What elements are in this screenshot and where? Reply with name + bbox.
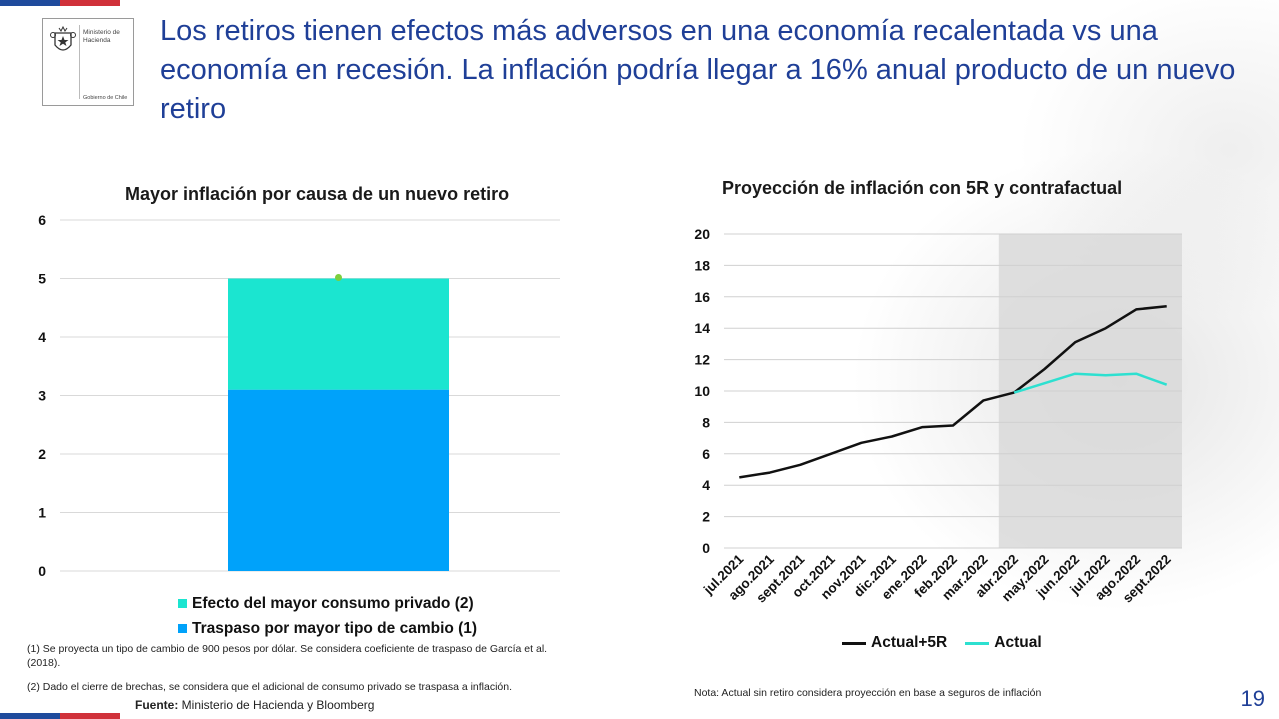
legend-swatch-exchange (178, 624, 187, 633)
legend-swatch-private (178, 599, 187, 608)
left-chart-legend: Efecto del mayor consumo privado (2) Tra… (178, 591, 477, 641)
y-tick-label: 18 (694, 257, 710, 273)
logo-ministry-text: Ministerio de Hacienda (83, 29, 120, 44)
coat-of-arms-icon (50, 25, 76, 51)
y-tick-label: 2 (38, 446, 46, 462)
legend-line-actual (965, 641, 990, 645)
y-tick-label: 0 (38, 563, 46, 579)
y-tick-label: 20 (694, 226, 710, 242)
y-tick-label: 0 (702, 540, 710, 556)
y-tick-label: 4 (702, 477, 710, 493)
y-tick-label: 16 (694, 289, 710, 305)
legend-label-exchange: Traspaso por mayor tipo de cambio (1) (192, 619, 478, 637)
bar-segment (228, 389, 449, 571)
left-chart-title: Mayor inflación por causa de un nuevo re… (125, 184, 510, 204)
y-tick-label: 10 (694, 383, 710, 399)
y-tick-label: 6 (38, 212, 46, 228)
series-line (1013, 372, 1168, 394)
right-chart-legend: Actual+5R Actual (842, 634, 1060, 652)
flag-bar-bottom (0, 713, 120, 719)
y-tick-label: 1 (38, 505, 46, 521)
total-marker (335, 274, 342, 281)
y-tick-label: 2 (702, 509, 710, 525)
y-tick-label: 8 (702, 414, 710, 430)
bar-segment (228, 278, 449, 390)
page-number: 19 (1240, 686, 1265, 711)
y-tick-label: 4 (38, 329, 46, 345)
ministry-logo: Ministerio de Hacienda Gobierno de Chile (42, 18, 134, 106)
y-tick-label: 14 (694, 320, 710, 336)
right-chart-title: Proyección de inflación con 5R y contraf… (722, 178, 1123, 198)
legend-item-actual: Actual (965, 634, 1042, 652)
y-tick-label: 12 (694, 352, 710, 368)
logo-gov-text: Gobierno de Chile (83, 95, 128, 101)
legend-label-private: Efecto del mayor consumo privado (2) (192, 594, 474, 612)
y-tick-label: 3 (38, 388, 46, 404)
legend-item-exchange-rate: Traspaso por mayor tipo de cambio (1) (178, 616, 477, 641)
y-tick-label: 6 (702, 446, 710, 462)
page-title: Los retiros tienen efectos más adversos … (160, 15, 1236, 125)
legend-item-actual-5r: Actual+5R (842, 634, 947, 652)
footnote-1: (1) Se proyecta un tipo de cambio de 900… (27, 643, 548, 669)
legend-label-actual-5r: Actual+5R (871, 634, 948, 651)
right-line-chart: 02468101214161820jul.2021ago.2021sept.20… (694, 226, 1182, 606)
series-line (739, 304, 1167, 479)
source-label: Fuente: (135, 698, 179, 712)
source-line: Fuente: Ministerio de Hacienda y Bloombe… (135, 698, 374, 712)
footnote-2: (2) Dado el cierre de brechas, se consid… (27, 681, 513, 693)
left-bar-chart: 0 1 2 3 4 5 6 (38, 212, 560, 579)
right-chart-note: Nota: Actual sin retiro considera proyec… (694, 687, 1042, 699)
legend-line-actual-5r (842, 641, 866, 645)
legend-label-actual: Actual (994, 634, 1042, 651)
y-tick-label: 5 (38, 271, 46, 287)
flag-bar-top (0, 0, 120, 6)
legend-item-private-consumption: Efecto del mayor consumo privado (2) (178, 591, 477, 616)
source-text: Ministerio de Hacienda y Bloomberg (178, 698, 375, 712)
